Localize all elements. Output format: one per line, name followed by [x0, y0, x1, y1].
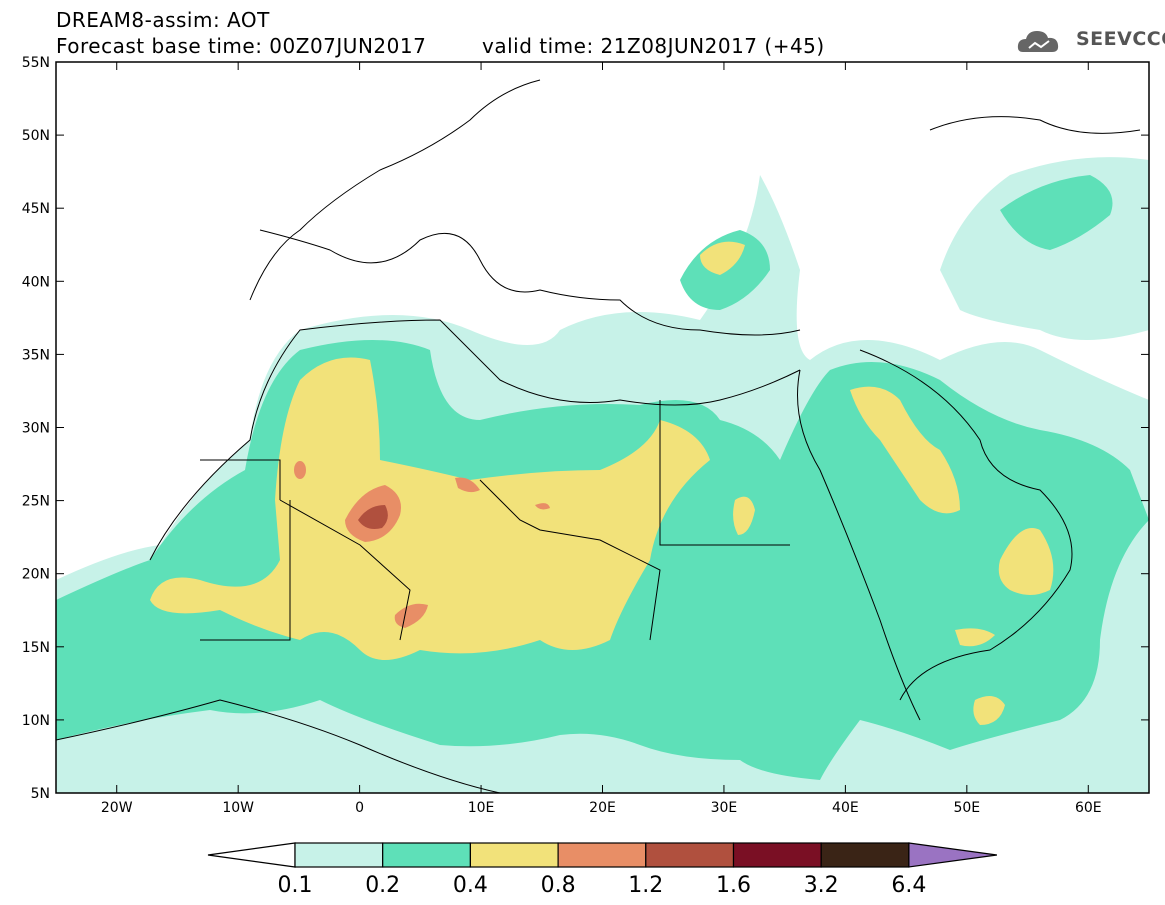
lon-label: 30E: [711, 800, 738, 816]
colorbar-label: 1.2: [628, 873, 663, 898]
lat-label: 10N: [22, 713, 50, 729]
lon-label: 60E: [1075, 800, 1102, 816]
colorbar-label: 6.4: [891, 873, 926, 898]
lon-label: 0: [355, 800, 364, 816]
colorbar-segment: [645, 842, 735, 868]
lon-label: 10W: [222, 800, 254, 816]
lat-label: 30N: [22, 421, 50, 437]
lon-label: 40E: [832, 800, 859, 816]
colorbar-label: 1.6: [716, 873, 751, 898]
lat-label: 15N: [22, 640, 50, 656]
lat-label: 25N: [22, 494, 50, 510]
coastlines: [56, 79, 1141, 793]
lat-label: 5N: [31, 786, 50, 802]
map-axes: 55N 50N 45N 40N 35N 30N 25N 20N 15N 10N 5N 20W 10W 0 1…: [22, 55, 1149, 816]
lat-label: 20N: [22, 567, 50, 583]
valid-time: valid time: 21Z08JUN2017 (+45): [482, 34, 825, 58]
map-title: DREAM8-assim: AOT: [56, 8, 270, 32]
colorbar-segment: [382, 842, 472, 868]
lon-label: 10E: [468, 800, 495, 816]
lon-label: 20W: [101, 800, 133, 816]
colorbar-label: 3.2: [804, 873, 839, 898]
colorbar-label: 0.2: [365, 873, 400, 898]
colorbar-segment: [732, 842, 822, 868]
cloud-logo-icon: [1017, 31, 1059, 52]
lat-label: 35N: [22, 347, 50, 363]
aot-contours: [56, 157, 1149, 793]
colorbar-high-arrow: [908, 842, 997, 868]
lon-label: 20E: [589, 800, 616, 816]
lat-label: 55N: [22, 55, 50, 71]
lat-label: 50N: [22, 128, 50, 144]
lat-label: 40N: [22, 274, 50, 290]
colorbar-segment: [557, 842, 647, 868]
colorbar-label: 0.4: [453, 873, 488, 898]
colorbar-label: 0.1: [278, 873, 313, 898]
colorbar-segment: [469, 842, 559, 868]
forecast-base-time: Forecast base time: 00Z07JUN2017: [56, 34, 427, 58]
lat-label: 45N: [22, 201, 50, 217]
colorbar: 0.1 0.2 0.4 0.8 1.2 1.6 3.2 6.4: [207, 842, 997, 898]
colorbar-label: 0.8: [541, 873, 576, 898]
logo-text: SEEVCCC: [1076, 28, 1165, 50]
colorbar-low-arrow: [207, 842, 296, 868]
band-1.2-1.6: [358, 505, 388, 529]
colorbar-segment: [820, 842, 910, 868]
colorbar-segment: [294, 842, 384, 868]
lon-label: 50E: [953, 800, 980, 816]
